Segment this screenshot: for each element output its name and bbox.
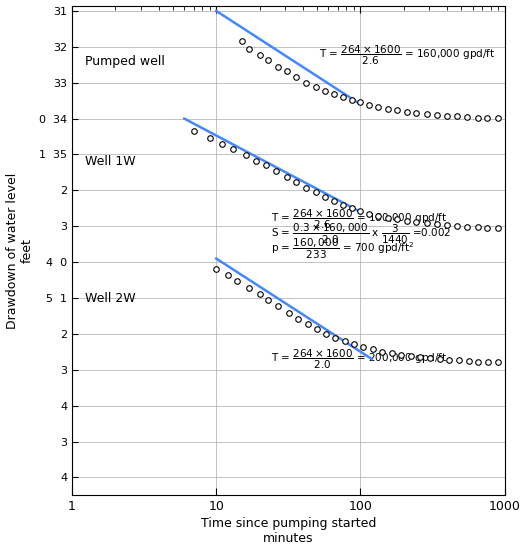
Text: p = $\dfrac{160,000}{233}$ = 700 gpd/ft$^2$: p = $\dfrac{160,000}{233}$ = 700 gpd/ft$… — [271, 236, 414, 261]
Text: Well 2W: Well 2W — [85, 291, 136, 305]
Text: T = $\dfrac{264 \times 1600}{2.0}$ = 200,000 gpd/ft: T = $\dfrac{264 \times 1600}{2.0}$ = 200… — [271, 348, 447, 371]
Text: T = $\dfrac{264 \times 1600}{2.6}$ = 160,000 gpd/ft: T = $\dfrac{264 \times 1600}{2.6}$ = 160… — [271, 208, 447, 231]
Text: Well 1W: Well 1W — [85, 155, 136, 168]
Y-axis label: Drawdown of water level
feet: Drawdown of water level feet — [6, 172, 34, 328]
X-axis label: Time since pumping started
minutes: Time since pumping started minutes — [200, 517, 376, 545]
Text: T = $\dfrac{264 \times 1600}{2.6}$ = 160,000 gpd/ft: T = $\dfrac{264 \times 1600}{2.6}$ = 160… — [319, 44, 495, 67]
Text: Pumped well: Pumped well — [85, 55, 165, 68]
Text: S = $\dfrac{0.3 \times 160,000}{2.0}$ x $\dfrac{3}{1440}$ =0.002: S = $\dfrac{0.3 \times 160,000}{2.0}$ x … — [271, 222, 451, 246]
